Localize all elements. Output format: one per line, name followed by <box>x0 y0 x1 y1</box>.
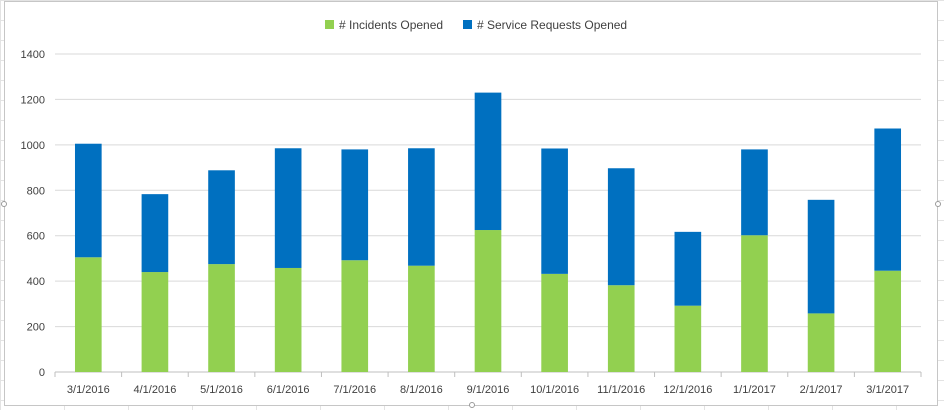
bar-segment <box>74 257 102 372</box>
x-tick-label: 4/1/2016 <box>134 384 177 396</box>
bar-segment <box>208 264 235 372</box>
y-tick-label: 1200 <box>21 94 45 106</box>
bar-segment <box>141 272 169 372</box>
legend-label: # Service Requests Opened <box>477 18 627 32</box>
bar-segment <box>408 148 435 266</box>
legend: # Incidents Opened # Service Requests Ope… <box>325 18 627 32</box>
legend-swatch <box>463 20 472 29</box>
x-tick-label: 12/1/2016 <box>663 384 712 396</box>
bar-segment <box>408 265 435 372</box>
bar-segment <box>607 285 635 372</box>
bar-segment <box>474 230 502 372</box>
bar-segment <box>341 149 369 261</box>
bar-segment <box>74 143 102 258</box>
bar-segment <box>541 273 568 372</box>
resize-handle-bottom[interactable] <box>469 402 475 408</box>
bar-segment <box>274 267 302 372</box>
stacked-bar-chart: 0 200 400 600 800 1000 1200 1400 3/1/2016 4/1/20… <box>21 18 922 396</box>
bar-segment <box>741 149 768 236</box>
bar-segment <box>474 92 502 231</box>
bar-segment <box>741 235 768 372</box>
y-tick-label: 0 <box>39 367 45 379</box>
bar-segment <box>674 231 702 306</box>
x-tick-label: 7/1/2016 <box>333 384 376 396</box>
bar-segment <box>141 194 169 273</box>
y-tick-label: 1000 <box>21 140 45 152</box>
x-tick-label: 3/1/2017 <box>866 384 909 396</box>
y-tick-label: 600 <box>27 231 45 243</box>
bar-segment <box>541 148 568 274</box>
x-tick-label: 10/1/2016 <box>530 384 579 396</box>
resize-handle-right[interactable] <box>935 201 941 207</box>
legend-swatch <box>325 20 334 29</box>
y-tick-label: 200 <box>27 322 45 334</box>
x-tick-label: 1/1/2017 <box>733 384 776 396</box>
bar-segment <box>208 170 235 265</box>
y-axis: 0 200 400 600 800 1000 1200 1400 <box>21 49 45 379</box>
bar-segment <box>274 148 302 268</box>
bar-segment <box>874 270 902 372</box>
y-tick-label: 1400 <box>21 49 45 61</box>
x-axis: 3/1/2016 4/1/2016 5/1/2016 6/1/2016 7/1/2016… <box>54 372 922 396</box>
bars <box>74 92 902 372</box>
x-tick-label: 5/1/2016 <box>200 384 243 396</box>
bar-segment <box>607 168 635 286</box>
x-tick-label: 8/1/2016 <box>400 384 443 396</box>
x-tick-label: 3/1/2016 <box>67 384 110 396</box>
legend-label: # Incidents Opened <box>339 18 443 32</box>
bar-segment <box>341 260 369 372</box>
x-tick-label: 9/1/2016 <box>467 384 510 396</box>
bar-segment <box>874 128 902 271</box>
x-tick-label: 11/1/2016 <box>597 384 645 396</box>
resize-handle-left[interactable] <box>1 201 7 207</box>
bar-segment <box>674 305 702 372</box>
y-tick-label: 800 <box>27 185 45 197</box>
bar-segment <box>807 313 835 372</box>
chart-area[interactable]: 0 200 400 600 800 1000 1200 1400 3/1/2016 4/1/20… <box>4 1 938 406</box>
y-tick-label: 400 <box>27 276 45 288</box>
bar-segment <box>807 199 835 314</box>
x-tick-label: 6/1/2016 <box>267 384 310 396</box>
x-tick-label: 2/1/2017 <box>800 384 843 396</box>
